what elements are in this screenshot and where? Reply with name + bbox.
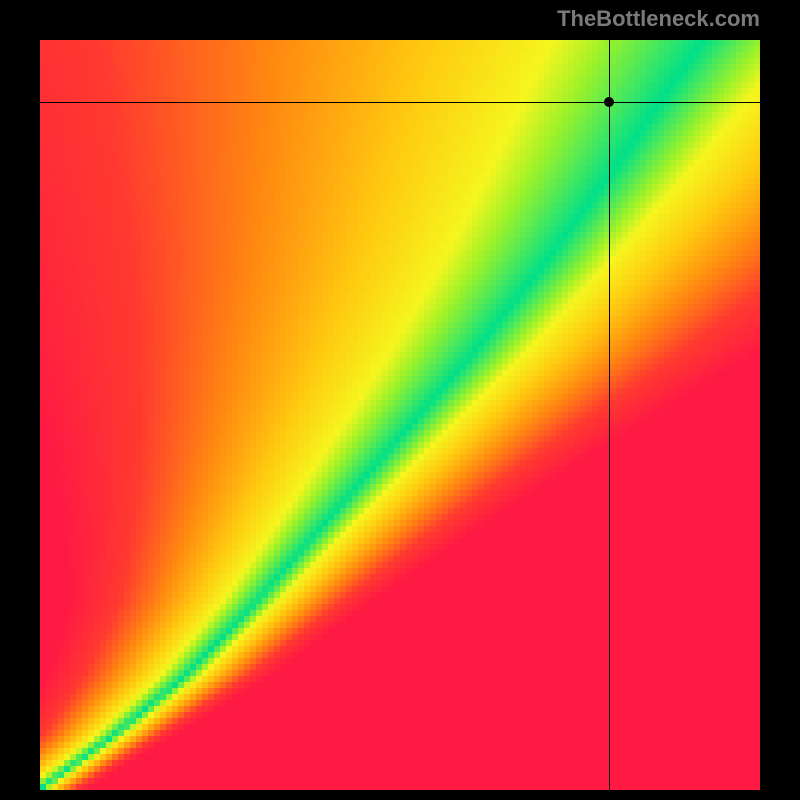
bottleneck-heatmap [40, 40, 760, 790]
attribution-text: TheBottleneck.com [557, 6, 760, 32]
chart-container: TheBottleneck.com [0, 0, 800, 800]
heatmap-canvas [40, 40, 760, 790]
